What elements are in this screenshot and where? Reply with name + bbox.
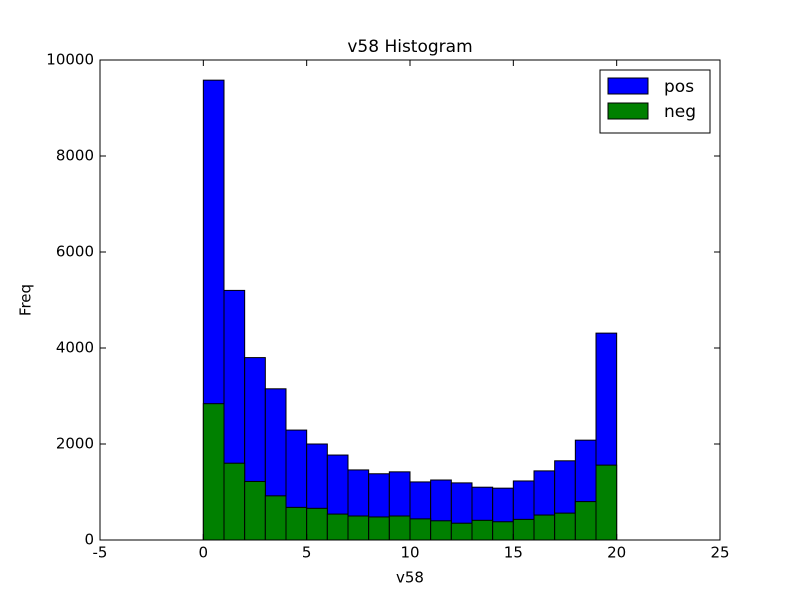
bar <box>574 501 597 541</box>
legend-swatch <box>607 77 649 95</box>
y-tick-label: 8000 <box>56 147 94 165</box>
bar <box>285 506 308 541</box>
bar <box>306 507 328 541</box>
x-tick-label: -5 <box>93 544 108 562</box>
x-axis-label: v58 <box>396 569 424 587</box>
bar <box>202 403 225 541</box>
y-tick-label: 6000 <box>56 243 94 261</box>
bar <box>554 512 576 541</box>
y-tick-label: 0 <box>84 531 94 549</box>
bar <box>326 513 349 541</box>
y-axis-label: Freq <box>17 284 35 316</box>
bar <box>368 516 390 541</box>
legend-label: pos <box>664 77 694 97</box>
y-tick-label: 2000 <box>56 435 94 453</box>
x-tick-label: 20 <box>607 544 626 562</box>
bar <box>533 514 556 541</box>
bar <box>595 464 618 541</box>
chart-title: v58 Histogram <box>347 37 472 57</box>
y-tick-label: 4000 <box>56 339 94 357</box>
bar <box>264 495 287 541</box>
bar <box>492 521 514 541</box>
legend: pos neg <box>599 69 711 134</box>
bar <box>409 518 432 541</box>
bar <box>512 518 535 541</box>
x-tick-label: 5 <box>302 544 312 562</box>
bar <box>244 480 266 541</box>
y-tick-label: 10000 <box>46 51 94 69</box>
bar <box>388 515 411 541</box>
bar <box>450 522 473 541</box>
x-tick-label: 25 <box>710 544 729 562</box>
bar <box>430 520 452 541</box>
x-tick-label: 10 <box>400 544 419 562</box>
bar <box>471 519 494 541</box>
x-tick-label: 0 <box>199 544 209 562</box>
bar <box>347 515 370 541</box>
legend-label: neg <box>664 102 696 122</box>
bar <box>223 462 246 541</box>
bars <box>202 79 618 541</box>
legend-swatch <box>607 102 649 120</box>
x-tick-label: 15 <box>504 544 523 562</box>
